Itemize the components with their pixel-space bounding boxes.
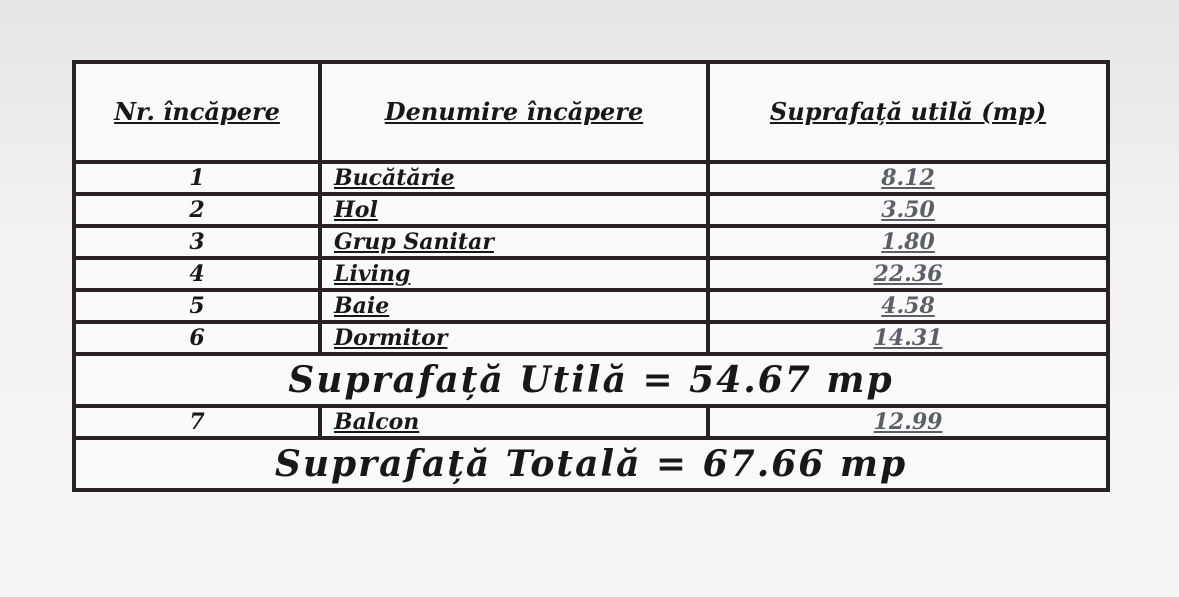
- room-number: 2: [72, 192, 322, 228]
- room-area: 12.99: [706, 404, 1110, 440]
- room-area: 14.31: [706, 320, 1110, 356]
- room-number: 3: [72, 224, 322, 260]
- grand-total-row: Suprafață Totală = 67.66 mp: [72, 436, 1110, 492]
- useful-total-row: Suprafață Utilă = 54.67 mp: [72, 352, 1110, 408]
- useful-area-total: Suprafață Utilă = 54.67 mp: [72, 352, 1110, 408]
- room-number: 4: [72, 256, 322, 292]
- header-room-name: Denumire încăpere: [318, 60, 710, 164]
- room-name: Grup Sanitar: [318, 224, 710, 260]
- room-number: 1: [72, 160, 322, 196]
- room-name: Living: [318, 256, 710, 292]
- table-header-row: Nr. încăpere Denumire încăpere Suprafață…: [72, 60, 1110, 164]
- room-name: Bucătărie: [318, 160, 710, 196]
- table-row: 2 Hol 3.50: [72, 192, 1110, 228]
- table-row: 1 Bucătărie 8.12: [72, 160, 1110, 196]
- room-name: Dormitor: [318, 320, 710, 356]
- room-name: Balcon: [318, 404, 710, 440]
- table-row: 7 Balcon 12.99: [72, 404, 1110, 440]
- header-room-number: Nr. încăpere: [72, 60, 322, 164]
- header-useful-area: Suprafață utilă (mp): [706, 60, 1110, 164]
- total-area: Suprafață Totală = 67.66 mp: [72, 436, 1110, 492]
- room-name: Baie: [318, 288, 710, 324]
- table-row: 3 Grup Sanitar 1.80: [72, 224, 1110, 260]
- room-area: 22.36: [706, 256, 1110, 292]
- room-area-table: Nr. încăpere Denumire încăpere Suprafață…: [72, 60, 1110, 492]
- room-number: 5: [72, 288, 322, 324]
- room-number: 7: [72, 404, 322, 440]
- room-name: Hol: [318, 192, 710, 228]
- table-row: 5 Baie 4.58: [72, 288, 1110, 324]
- room-area: 4.58: [706, 288, 1110, 324]
- room-number: 6: [72, 320, 322, 356]
- room-area: 3.50: [706, 192, 1110, 228]
- room-area: 8.12: [706, 160, 1110, 196]
- room-area: 1.80: [706, 224, 1110, 260]
- table-row: 6 Dormitor 14.31: [72, 320, 1110, 356]
- table-row: 4 Living 22.36: [72, 256, 1110, 292]
